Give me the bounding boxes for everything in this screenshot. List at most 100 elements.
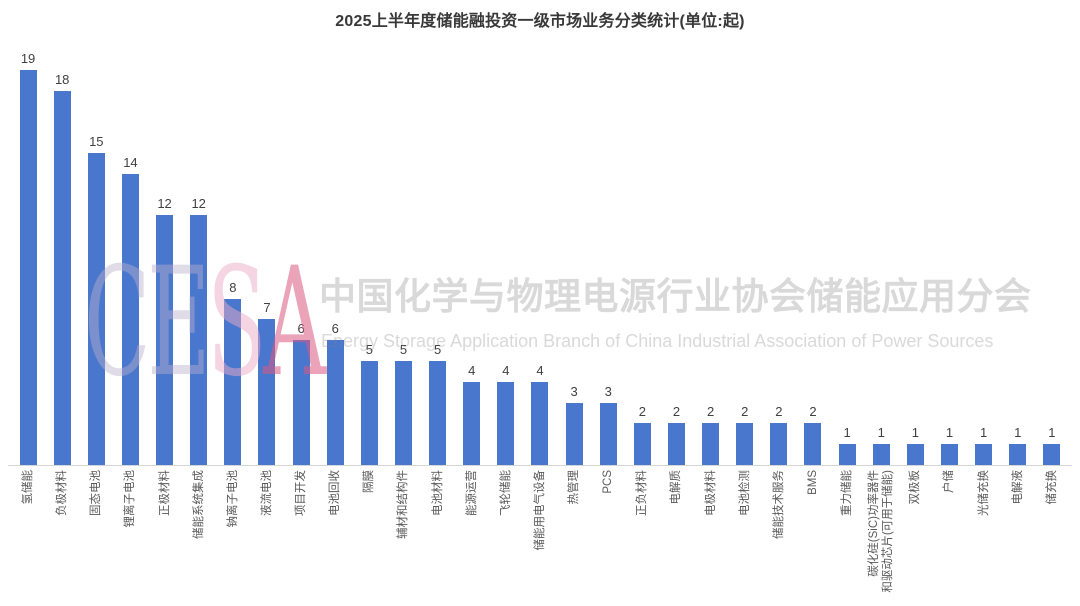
bar-value-label: 5 [433, 342, 442, 357]
category-label: 钠离子电池 [226, 470, 239, 528]
bar [463, 382, 481, 465]
bar-value-label: 14 [123, 155, 138, 170]
bar-column: 14 锂离子电池 [113, 40, 147, 606]
bar [87, 153, 105, 465]
bar-value-label: 1 [877, 425, 885, 440]
bar-column: 1 储充换 [1035, 40, 1069, 606]
bar-value-label: 2 [775, 404, 783, 419]
bar-column: 6 电池回收 [318, 40, 352, 606]
bar-column: 1 光储充换 [967, 40, 1001, 606]
bar [429, 361, 447, 465]
bar-column: 2 正负材料 [625, 40, 659, 606]
bar-value-label: 1 [945, 425, 954, 440]
bar [565, 403, 583, 465]
bar [19, 70, 37, 465]
bar-value-label: 19 [20, 51, 36, 66]
category-label: 储能系统集成 [192, 470, 205, 539]
category-label: 负极材料 [56, 470, 69, 516]
bar-column: 2 BMS [796, 40, 830, 606]
bar-value-label: 8 [229, 280, 237, 295]
bar-column: 1 户储 [932, 40, 966, 606]
bar-value-label: 2 [741, 404, 749, 419]
category-label: 电解液 [1011, 470, 1024, 505]
bar-value-label: 1 [1014, 425, 1022, 440]
bar-column: 19 氢储能 [11, 40, 45, 606]
category-label: 储充换 [1045, 470, 1058, 505]
bar-column: 7 液流电池 [250, 40, 284, 606]
category-label: 储能技术服务 [772, 470, 785, 539]
bar-column: 1 重力储能 [830, 40, 864, 606]
bar-value-label: 12 [191, 196, 206, 211]
bar-value-label: 2 [638, 404, 646, 419]
bar-value-label: 6 [331, 321, 339, 336]
bar-column: 1 碳化硅(SiC)功率器件 和驱动芯片(可用于储能) [864, 40, 898, 606]
bar-column: 2 储能技术服务 [762, 40, 796, 606]
bar-column: 5 辅材和结构件 [386, 40, 420, 606]
category-label: 氢储能 [22, 470, 35, 505]
bar [224, 299, 242, 465]
category-label: 储能用电气设备 [533, 470, 546, 551]
bar [53, 91, 71, 465]
x-axis-line [8, 465, 1072, 466]
category-label: 正负材料 [636, 470, 649, 516]
bar-column: 2 电极材料 [694, 40, 728, 606]
category-label: 液流电池 [260, 470, 273, 516]
category-label: 飞轮储能 [499, 470, 512, 516]
bar [326, 340, 344, 465]
bar [1009, 444, 1027, 465]
bar-column: 1 电解液 [1001, 40, 1035, 606]
category-label: 碳化硅(SiC)功率器件 和驱动芯片(可用于储能) [868, 470, 895, 593]
bar [394, 361, 412, 465]
bar-value-label: 2 [672, 404, 681, 419]
category-label: BMS [806, 470, 819, 495]
bar [1043, 444, 1061, 465]
category-label: 正极材料 [158, 470, 171, 516]
bar-value-label: 2 [809, 404, 817, 419]
bar-column: 8 钠离子电池 [216, 40, 250, 606]
bar [770, 423, 788, 465]
bar-column: 3 PCS [591, 40, 625, 606]
bar-column: 12 储能系统集成 [182, 40, 216, 606]
category-label: 电池材料 [431, 470, 444, 516]
category-label: 户储 [943, 470, 956, 493]
bar-column: 4 能源运营 [455, 40, 489, 606]
bar [633, 423, 651, 465]
bar-column: 5 电池材料 [421, 40, 455, 606]
bar [258, 319, 276, 465]
bar-value-label: 4 [536, 363, 544, 378]
bar-column: 2 电解质 [659, 40, 693, 606]
bar-value-label: 1 [1048, 425, 1056, 440]
bar [667, 423, 685, 465]
bar [360, 361, 378, 465]
bar [736, 423, 754, 465]
bar-column: 18 负极材料 [45, 40, 79, 606]
bar-column: 3 热管理 [557, 40, 591, 606]
category-label: 电池检测 [738, 470, 751, 516]
bar-value-label: 5 [399, 342, 408, 357]
category-label: PCS [602, 470, 615, 494]
bar-value-label: 12 [157, 196, 172, 211]
bar [156, 215, 174, 465]
bar-value-label: 2 [706, 404, 715, 419]
category-label: 固态电池 [90, 470, 103, 516]
bar-column: 6 项目开发 [284, 40, 318, 606]
bar-value-label: 4 [468, 363, 476, 378]
bar-value-label: 3 [570, 384, 578, 399]
category-label: 光储充换 [977, 470, 990, 516]
bar-column: 4 飞轮储能 [489, 40, 523, 606]
bar-value-label: 15 [89, 134, 104, 149]
bar [702, 423, 720, 465]
category-label: 锂离子电池 [124, 470, 137, 528]
bar [531, 382, 549, 465]
bar-value-label: 1 [843, 425, 851, 440]
bar [190, 215, 208, 465]
bar-value-label: 6 [297, 321, 305, 336]
category-label: 热管理 [568, 470, 581, 505]
bar-value-label: 1 [911, 425, 919, 440]
bar [872, 444, 890, 465]
chart-title: 2025上半年度储能融投资一级市场业务分类统计(单位:起) [335, 13, 745, 30]
category-label: 能源运营 [465, 470, 478, 516]
bar-column: 2 电池检测 [728, 40, 762, 606]
bar-value-label: 18 [54, 72, 70, 87]
category-label: 电解质 [670, 470, 683, 505]
